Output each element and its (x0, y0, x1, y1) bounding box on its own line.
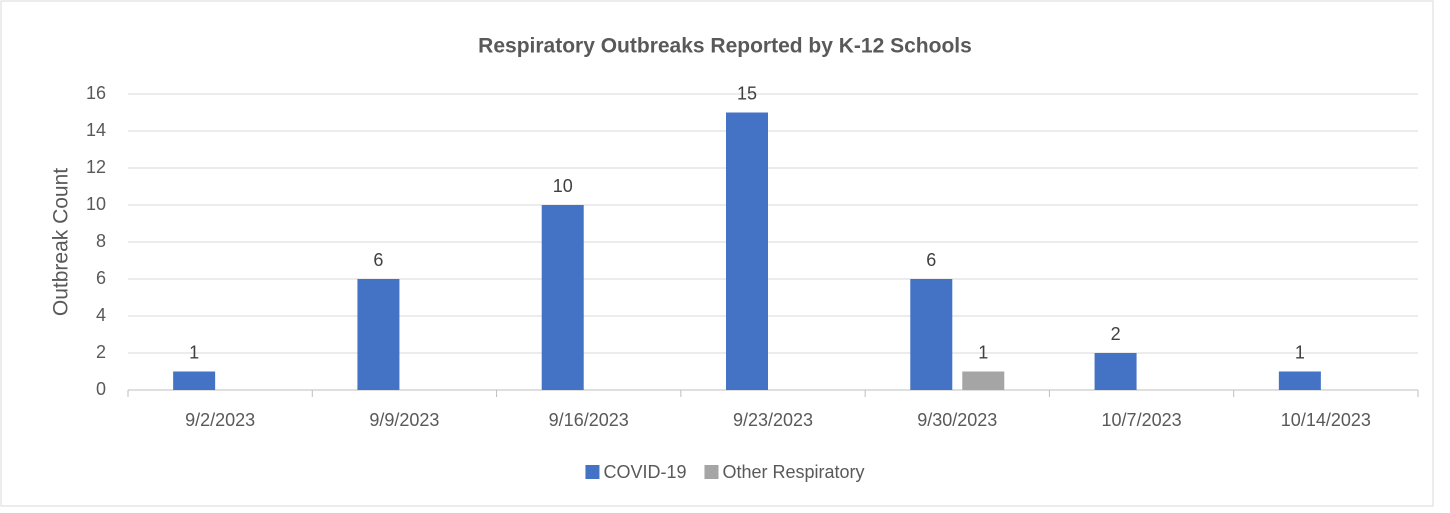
legend-label: Other Respiratory (722, 462, 864, 482)
y-axis-label: Outbreak Count (50, 168, 73, 316)
bar (726, 112, 768, 390)
data-label: 6 (373, 250, 383, 270)
y-tick-label: 14 (86, 120, 106, 140)
data-label: 2 (1111, 324, 1121, 344)
bar (962, 371, 1005, 390)
x-tick-label: 10/14/2023 (1281, 410, 1371, 430)
y-tick-label: 16 (86, 83, 106, 103)
legend-swatch (585, 465, 600, 479)
bar (173, 371, 216, 390)
bar (357, 279, 400, 390)
y-tick-label: 4 (96, 305, 106, 325)
y-tick-label: 12 (86, 157, 106, 177)
y-tick-label: 2 (96, 342, 106, 362)
y-tick-label: 10 (86, 194, 106, 214)
bar (1094, 353, 1137, 390)
y-tick-label: 6 (96, 268, 106, 288)
bar (1278, 371, 1321, 390)
bar (910, 279, 953, 390)
y-tick-label: 8 (96, 231, 106, 251)
data-label: 1 (189, 342, 199, 362)
x-tick-label: 10/7/2023 (1102, 410, 1182, 430)
data-label: 1 (978, 342, 988, 362)
x-tick-label: 9/30/2023 (917, 410, 997, 430)
x-tick-label: 9/23/2023 (733, 410, 813, 430)
legend-label: COVID-19 (603, 462, 686, 482)
x-tick-label: 9/16/2023 (549, 410, 629, 430)
data-label: 15 (737, 83, 757, 103)
bar (541, 205, 584, 390)
legend-swatch (704, 465, 719, 479)
y-tick-label: 0 (96, 379, 106, 399)
data-label: 10 (553, 176, 573, 196)
data-label: 6 (926, 250, 936, 270)
chart-title: Respiratory Outbreaks Reported by K-12 S… (478, 35, 972, 58)
x-tick-label: 9/9/2023 (369, 410, 439, 430)
data-label: 1 (1295, 342, 1305, 362)
x-tick-label: 9/2/2023 (185, 410, 255, 430)
chart-border (0, 0, 1434, 507)
